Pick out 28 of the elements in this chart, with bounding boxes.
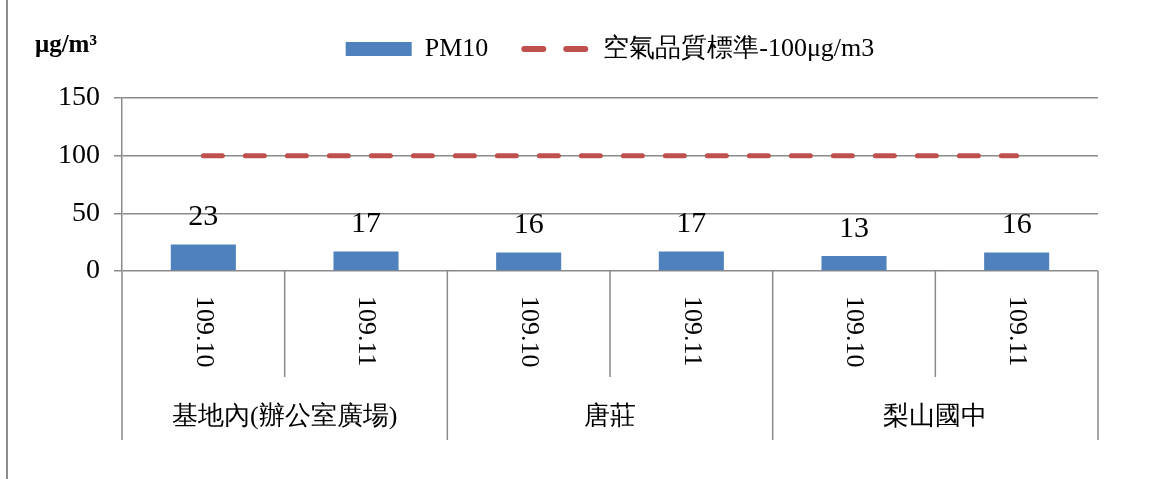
- y-axis-title: μg/m³: [35, 30, 97, 58]
- x-tick-label: 109.11: [678, 296, 708, 367]
- bar: [821, 256, 887, 271]
- x-tick-label: 109.11: [1003, 296, 1033, 367]
- y-tick-label: 50: [72, 195, 100, 227]
- y-tick-label: 150: [58, 80, 100, 112]
- x-tick-label: 109.10: [515, 296, 545, 368]
- text: 唐莊: [584, 400, 636, 430]
- legend-label: PM10: [424, 32, 489, 62]
- data-label: 17: [351, 205, 381, 239]
- data-label: 16: [513, 206, 544, 240]
- data-label: 17: [676, 205, 707, 239]
- x-tick-label: 109.10: [841, 296, 871, 368]
- data-label: 13: [839, 209, 869, 243]
- legend-label: 空氣品質標準-100μg/m3: [603, 32, 875, 62]
- bar: [333, 251, 399, 271]
- data-label: 23: [188, 198, 219, 232]
- y-tick-label: 0: [86, 253, 100, 285]
- data-label: 16: [1001, 206, 1032, 240]
- bar: [658, 251, 724, 271]
- bar: [170, 244, 236, 271]
- text: 梨山國中: [883, 400, 988, 430]
- bar: [984, 252, 1050, 271]
- bar: [496, 252, 562, 271]
- y-tick-label: 100: [58, 138, 100, 170]
- text: 基地內(辦公室廣場): [172, 400, 398, 430]
- x-tick-label: 109.10: [190, 296, 220, 368]
- x-tick-label: 109.11: [353, 296, 383, 367]
